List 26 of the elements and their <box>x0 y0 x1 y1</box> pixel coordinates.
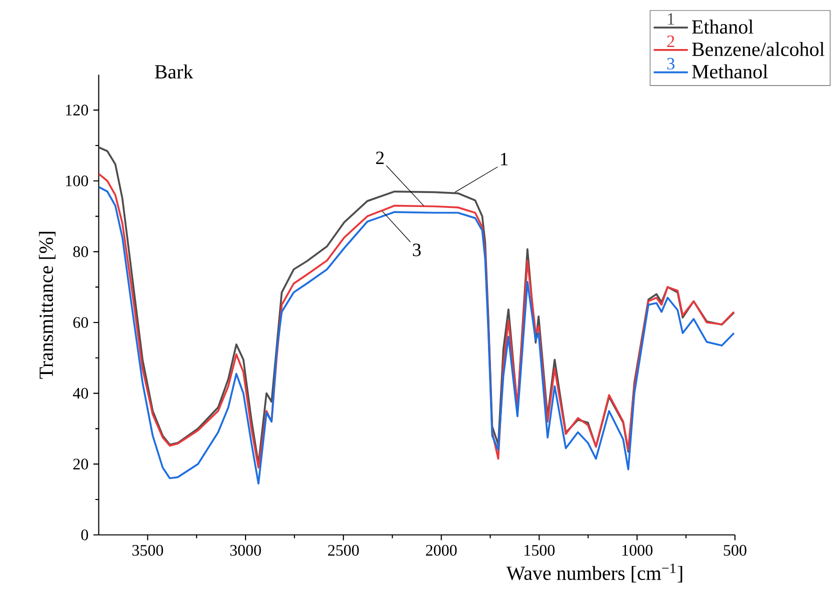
y-tick-label: 0 <box>81 529 88 540</box>
annotation: 3 <box>412 244 421 256</box>
x-tick-label: 2000 <box>426 544 457 556</box>
x-tick-label: 500 <box>724 544 746 556</box>
y-tick-label: 80 <box>73 246 88 257</box>
y-axis-title: Transmittance [%] <box>38 232 56 379</box>
x-tick-label: 1500 <box>524 544 555 556</box>
x-tick-label: 3500 <box>132 544 164 556</box>
legend-label: Benzene/alcohol <box>692 42 824 56</box>
legend-label: Methanol <box>692 64 768 78</box>
x-tick-label: 1000 <box>622 544 652 556</box>
y-tick-label: 60 <box>73 316 88 328</box>
chart-title: Bark <box>154 64 194 78</box>
legend-label: Ethanol <box>692 20 754 34</box>
y-tick-label: 20 <box>73 458 88 470</box>
text: 1 <box>668 13 674 25</box>
y-tick-label: 40 <box>72 388 88 399</box>
annotation: 2 <box>376 152 384 164</box>
x-axis-title: Wave numbers [cm$^{−1}$] <box>506 563 682 582</box>
y-tick-label: 100 <box>66 175 88 186</box>
text: 2 <box>667 35 674 47</box>
text: 3 <box>667 58 674 70</box>
x-tick-label: 3000 <box>230 544 261 556</box>
y-tick-label: 120 <box>66 104 88 116</box>
annotation: 1 <box>500 152 508 166</box>
x-tick-label: 2500 <box>328 544 359 556</box>
